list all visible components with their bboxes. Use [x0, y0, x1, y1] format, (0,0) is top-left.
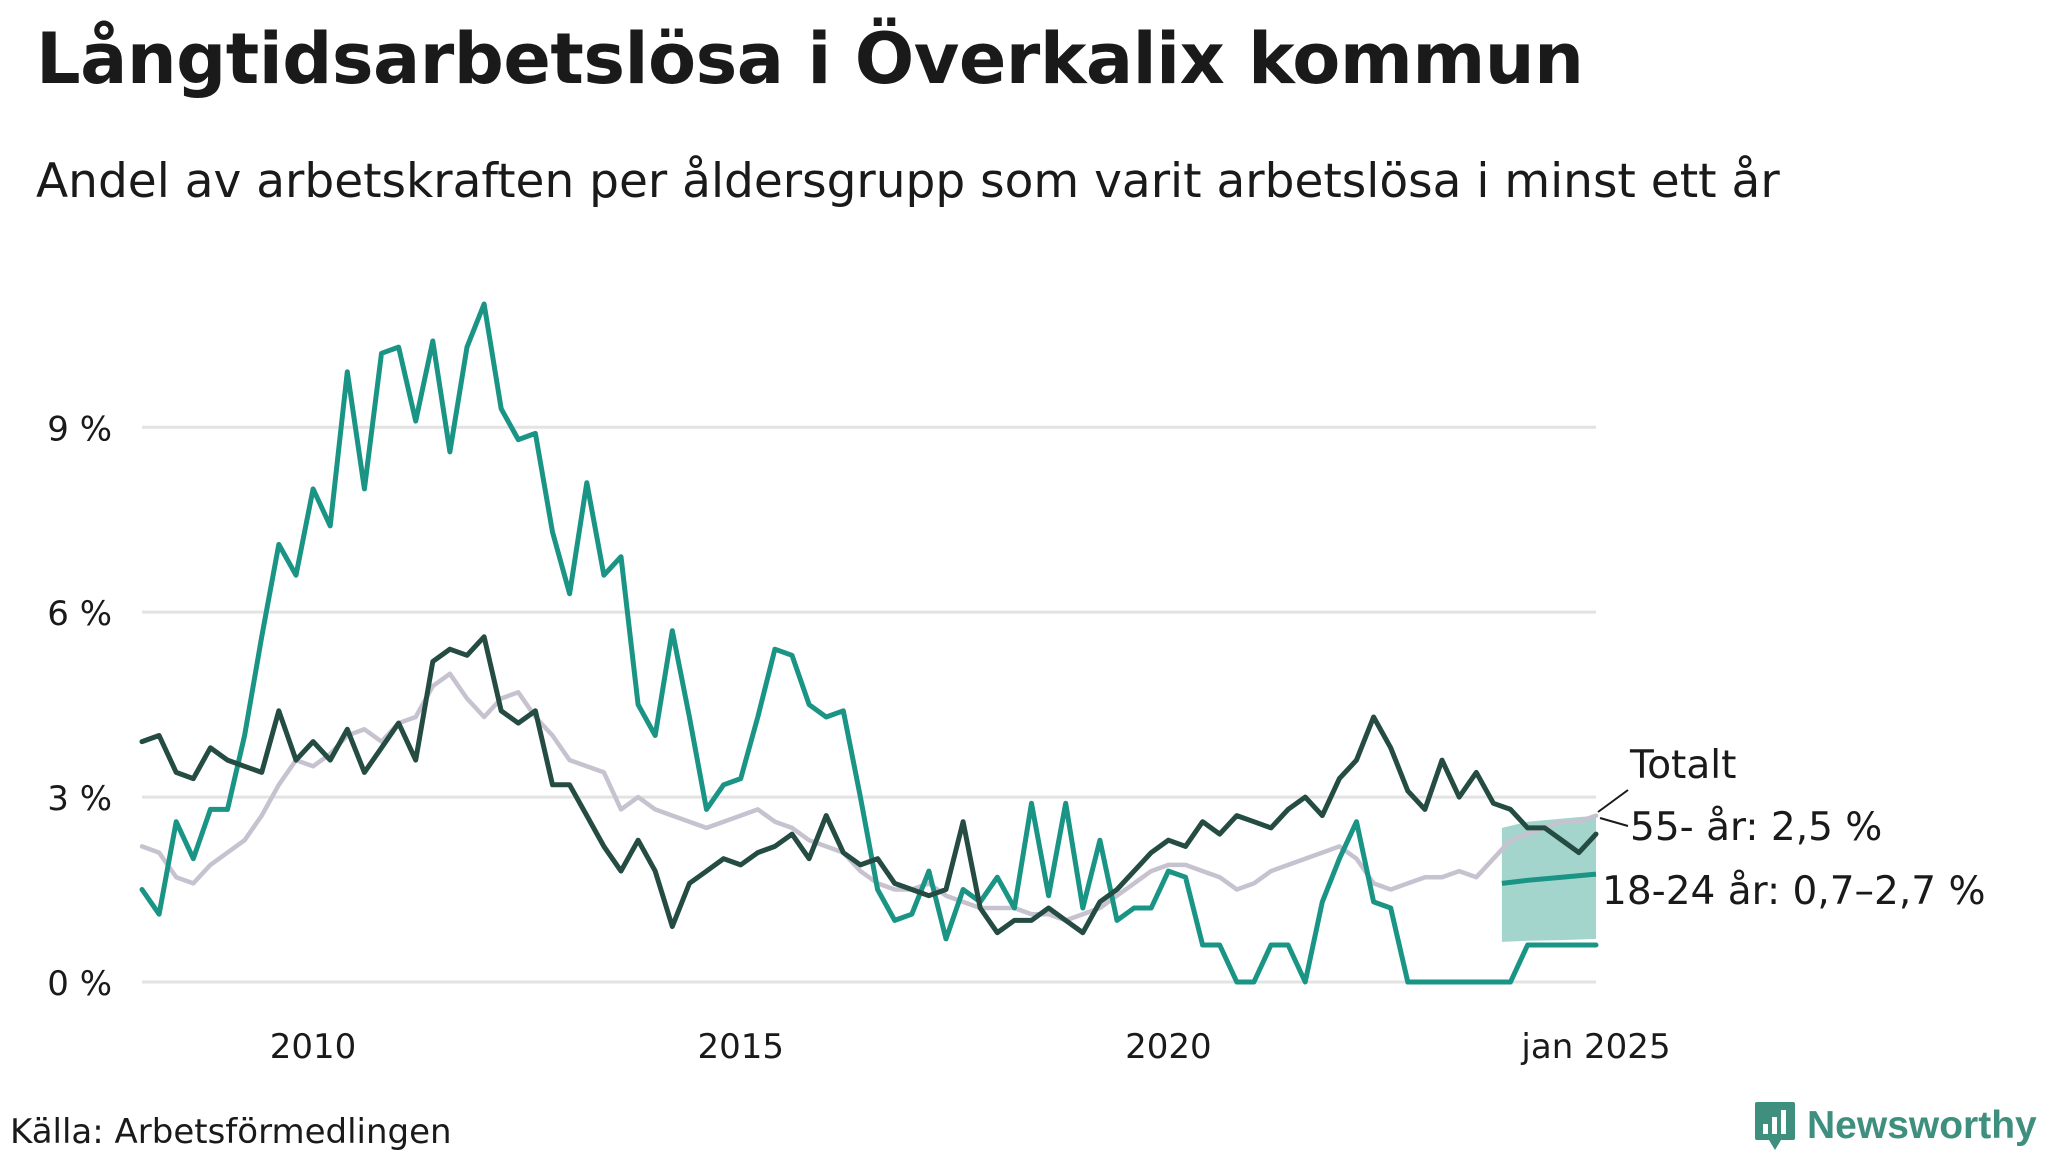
y-tick-label: 9 % — [47, 409, 112, 449]
series-line-old — [139, 634, 1599, 936]
end-label: 18-24 år: 0,7–2,7 % — [1602, 869, 1986, 914]
x-tick-label: 2020 — [1125, 1027, 1212, 1067]
y-tick-label: 3 % — [47, 779, 112, 819]
end-labels: Totalt 55- år: 2,5 % 18-24 år: 0,7–2,7 % — [1597, 743, 1986, 914]
newsworthy-logo: Newsworthy — [1753, 1100, 2037, 1152]
axis-labels: 0 % 3 % 6 % 9 % 2010 2015 2020 jan 2025 — [47, 409, 1670, 1067]
x-tick-label: 2015 — [697, 1027, 784, 1067]
source-note: Källa: Arbetsförmedlingen — [10, 1112, 452, 1152]
forecast-central-line — [1501, 871, 1597, 886]
line-chart: Totalt 55- år: 2,5 % 18-24 år: 0,7–2,7 % 0… — [47, 301, 1986, 1067]
x-tick-label: 2010 — [270, 1027, 357, 1067]
y-tick-label: 6 % — [47, 594, 112, 634]
end-label: 55- år: 2,5 % — [1630, 805, 1882, 850]
end-label-connector — [1597, 789, 1629, 813]
brand-name: Newsworthy — [1807, 1104, 2037, 1147]
series-line-young — [139, 301, 1599, 985]
grid — [142, 425, 1596, 984]
end-label-connector — [1599, 817, 1629, 827]
x-tick-label: jan 2025 — [1520, 1027, 1670, 1067]
newsworthy-logo-icon — [1755, 1102, 1795, 1150]
y-tick-label: 0 % — [47, 964, 112, 1004]
chart-subtitle: Andel av arbetskraften per åldersgrupp s… — [36, 154, 1780, 209]
chart-title: Långtidsarbetslösa i Överkalix kommun — [36, 18, 1584, 100]
series-layer — [139, 301, 1599, 985]
end-label: Totalt — [1629, 743, 1736, 788]
series-line-total — [139, 671, 1599, 923]
